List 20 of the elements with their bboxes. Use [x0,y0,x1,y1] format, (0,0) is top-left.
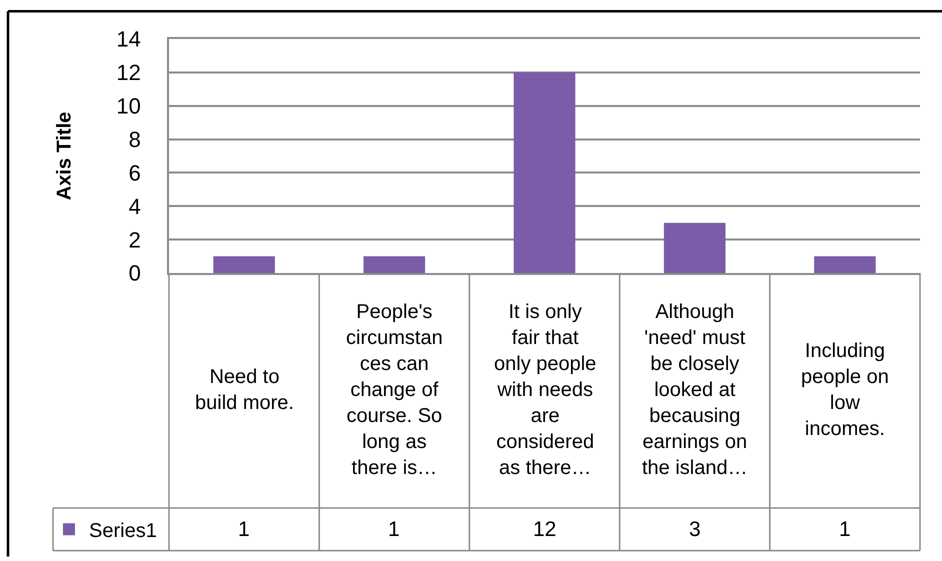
y-tick-label: 8 [128,126,141,152]
data-label: 3 [689,518,701,541]
data-label: 12 [533,518,556,541]
data-label: 1 [238,518,250,541]
data-label: 1 [388,518,400,541]
data-label: 1 [839,518,851,541]
x-tick-label: It is only fair that only people with needs are considered as there… [494,301,596,479]
y-tick-label: 4 [128,194,141,219]
y-tick-label: 6 [128,160,141,186]
x-tick-label: Although 'need' must be closely looked at becausing earnings on the island… [642,301,748,479]
legend-label: Series1 [89,520,157,542]
y-tick-label: 12 [116,60,141,86]
y-tick-label: 10 [116,94,141,119]
x-tick-label: People's circumstances can change of course. So long as there is… [346,301,443,479]
x-tick-label: Need to build more. [195,366,294,414]
x-tick-label: Including people on low incomes. [801,340,889,440]
y-tick-label: 0 [128,260,141,286]
y-tick-label: 2 [128,227,141,252]
y-axis-title: Axis Title [53,112,76,200]
y-tick-label: 14 [116,26,141,52]
